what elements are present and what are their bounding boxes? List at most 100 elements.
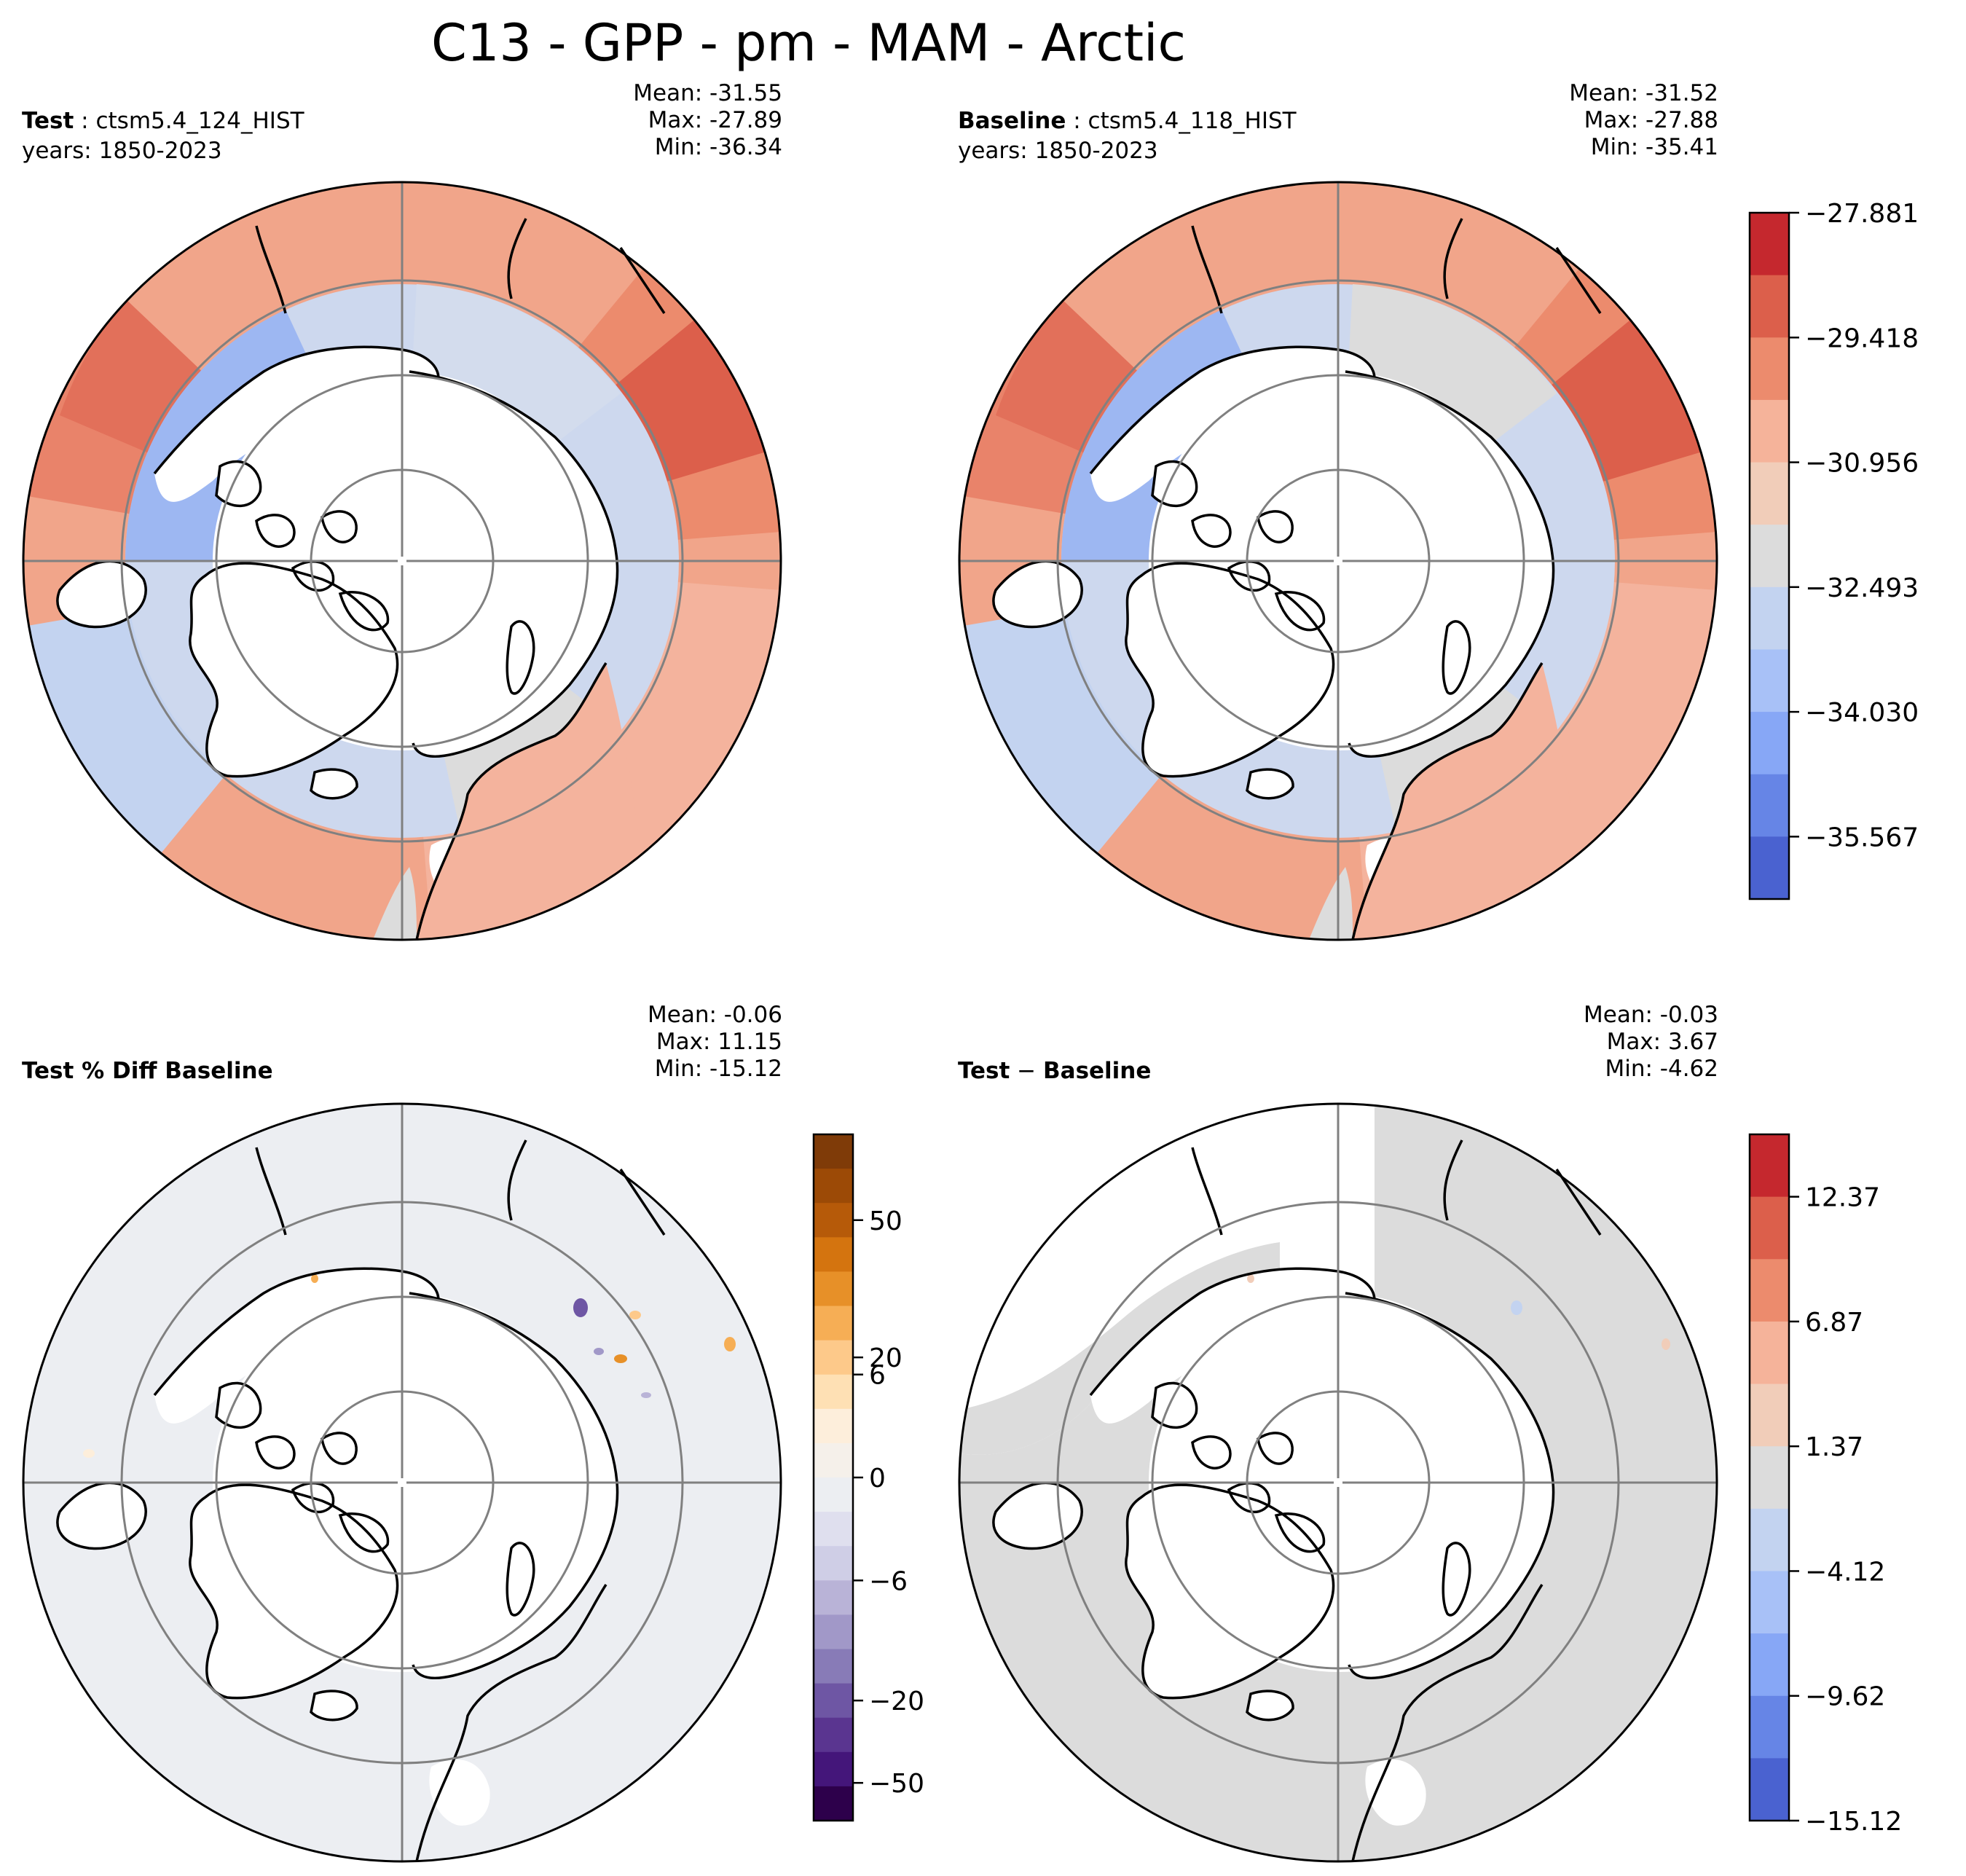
test-coastlines <box>56 218 666 941</box>
test-stat-mean: Mean: -31.55 <box>633 80 782 106</box>
colorbar-top-swatch-7 <box>1750 649 1789 713</box>
colorbar-pct-swatch-17 <box>814 1717 853 1753</box>
colorbar-pct-swatch-15 <box>814 1649 853 1684</box>
pct-diff-stat-min: Min: -15.12 <box>654 1056 782 1082</box>
colorbar-pct-swatch-13 <box>814 1580 853 1615</box>
colorbar-diff-frame <box>1748 1133 1790 1822</box>
colorbar-diff-swatch-0 <box>1750 1134 1789 1198</box>
colorbar-pct-swatch-7 <box>814 1374 853 1410</box>
pct-diff-coastlines <box>56 1139 666 1862</box>
colorbar-diff-tick-label-3: −4.12 <box>1805 1557 1885 1587</box>
baseline-panel-label: Baseline : ctsm5.4_118_HIST <box>958 108 1297 134</box>
pct-diff-stat-max: Max: 11.15 <box>656 1029 782 1055</box>
baseline-coastlines <box>992 218 1602 941</box>
diff-stat-mean: Mean: -0.03 <box>1584 1002 1718 1028</box>
baseline-stat-max: Max: -27.88 <box>1584 107 1718 133</box>
colorbar-diff: 12.37 6.87 1.37 −4.12 −9.62 −15.12 <box>1748 1133 1902 1837</box>
colorbar-diff-swatch-9 <box>1750 1695 1789 1759</box>
test-label-case: ctsm5.4_124_HIST <box>95 108 304 134</box>
colorbar-pct-tick-label-3: 0 <box>869 1464 886 1494</box>
figure-title: C13 - GPP - pm - MAM - Arctic <box>431 13 1186 73</box>
colorbar-top-swatch-4 <box>1750 462 1789 525</box>
test-stat-min: Min: -36.34 <box>654 134 782 160</box>
colorbar-pct-diff: 50 206 0 −6 −20 −50 <box>812 1133 924 1822</box>
colorbar-top-swatch-0 <box>1750 213 1789 276</box>
diff-label-bold: Test <box>958 1058 1010 1084</box>
colorbar-pct-swatch-8 <box>814 1408 853 1444</box>
diff-map-field <box>959 1104 1717 1861</box>
diff-stat-max: Max: 3.67 <box>1606 1029 1718 1055</box>
test-years: years: 1850-2023 <box>22 138 222 164</box>
test-graticule <box>23 182 781 940</box>
colorbar-pct-swatch-12 <box>814 1546 853 1581</box>
colorbar-diff-swatch-5 <box>1750 1446 1789 1510</box>
test-map-frame <box>22 181 782 941</box>
colorbar-top-swatch-6 <box>1750 586 1789 650</box>
colorbar-top-tick-label-5: −35.567 <box>1805 823 1919 852</box>
colorbar-pct-tick-label-2: 6 <box>869 1361 886 1391</box>
colorbar-diff-swatch-10 <box>1750 1758 1789 1821</box>
colorbar-pct-swatch-18 <box>814 1751 853 1787</box>
colorbar-top-swatch-10 <box>1750 836 1789 900</box>
colorbar-pct-swatch-11 <box>814 1512 853 1547</box>
baseline-graticule <box>959 182 1717 940</box>
colorbar-diff-swatch-4 <box>1750 1384 1789 1447</box>
colorbar-top-swatch-3 <box>1750 399 1789 463</box>
diff-map <box>958 1102 1718 1863</box>
colorbar-diff-swatch-8 <box>1750 1633 1789 1697</box>
colorbar-top-tick-label-2: −30.956 <box>1805 449 1919 479</box>
diff-stat-min: Min: -4.62 <box>1605 1056 1718 1082</box>
colorbar-diff-swatch-7 <box>1750 1571 1789 1634</box>
colorbar-diff-swatch-3 <box>1750 1321 1789 1385</box>
colorbar-top-swatch-8 <box>1750 712 1789 775</box>
baseline-label-sep: : <box>1066 108 1088 134</box>
colorbar-pct-swatch-4 <box>814 1271 853 1306</box>
colorbar-pct-swatch-10 <box>814 1477 853 1512</box>
test-panel-label: Test : ctsm5.4_124_HIST <box>22 108 304 134</box>
colorbar-top-swatch-1 <box>1750 275 1789 338</box>
pct-diff-graticule <box>23 1104 781 1861</box>
colorbar-top-tick-label-3: −32.493 <box>1805 573 1919 603</box>
baseline-stat-mean: Mean: -31.52 <box>1569 80 1718 106</box>
colorbar-diff-tick-label-5: −15.12 <box>1805 1807 1902 1837</box>
colorbar-pct-swatch-5 <box>814 1306 853 1341</box>
colorbar-pct-swatch-9 <box>814 1443 853 1478</box>
colorbar-diff-tick-label-1: 6.87 <box>1805 1308 1863 1338</box>
pct-diff-stats: Mean: -0.06 Max: 11.15 Min: -15.12 <box>648 1002 782 1083</box>
baseline-label-case: ctsm5.4_118_HIST <box>1088 108 1297 134</box>
pct-diff-map-frame <box>22 1102 782 1863</box>
colorbar-pct-swatch-6 <box>814 1340 853 1375</box>
colorbar-pct-tick-label-0: 50 <box>869 1206 903 1236</box>
colorbar-top-swatch-9 <box>1750 774 1789 837</box>
diff-label-sep: − <box>1010 1058 1044 1084</box>
baseline-stat-min: Min: -35.41 <box>1590 134 1718 160</box>
colorbar-top-frame <box>1748 211 1790 900</box>
baseline-stats: Mean: -31.52 Max: -27.88 Min: -35.41 <box>1569 80 1718 161</box>
diff-stats: Mean: -0.03 Max: 3.67 Min: -4.62 <box>1584 1002 1718 1083</box>
test-map <box>22 181 782 941</box>
colorbar-pct-swatch-16 <box>814 1683 853 1719</box>
pct-diff-map-field <box>23 1104 781 1861</box>
colorbar-pct-swatch-19 <box>814 1786 853 1821</box>
colorbar-diff-swatch-2 <box>1750 1259 1789 1322</box>
baseline-map-frame <box>958 181 1718 941</box>
test-stats: Mean: -31.55 Max: -27.89 Min: -36.34 <box>633 80 782 161</box>
baseline-map-field <box>959 182 1717 940</box>
colorbar-pct-tick-label-1: 20 <box>869 1343 903 1373</box>
colorbar-diff-swatch-1 <box>1750 1196 1789 1260</box>
colorbar-top: −27.881 −29.418 −30.956 −32.493 −34.030 −35.5… <box>1748 199 1919 900</box>
diff-map-frame <box>958 1102 1718 1863</box>
pct-diff-map <box>22 1102 782 1863</box>
diff-coastlines <box>992 1139 1602 1862</box>
colorbar-pct-tick-label-6: −50 <box>869 1769 924 1799</box>
test-stat-max: Max: -27.89 <box>648 107 782 133</box>
colorbar-diff-swatch-6 <box>1750 1508 1789 1571</box>
colorbar-diff-tick-label-4: −9.62 <box>1805 1682 1885 1712</box>
test-label-bold: Test <box>22 108 74 134</box>
colorbar-pct-swatch-0 <box>814 1134 853 1169</box>
test-label-sep: : <box>74 108 96 134</box>
colorbar-pct-swatch-14 <box>814 1614 853 1649</box>
diff-graticule <box>959 1104 1717 1861</box>
colorbar-pct-swatch-1 <box>814 1169 853 1204</box>
colorbar-top-swatch-5 <box>1750 525 1789 588</box>
